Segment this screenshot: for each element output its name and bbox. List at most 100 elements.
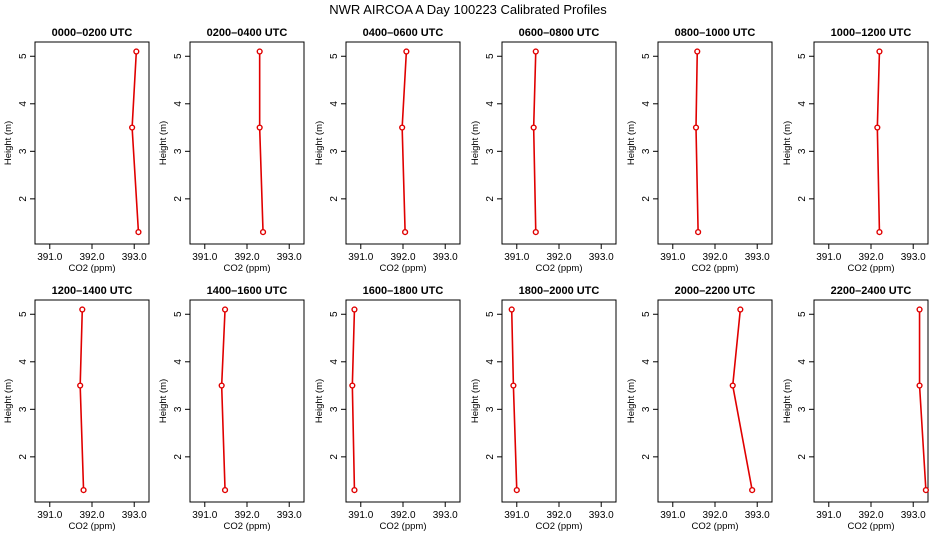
- x-tick-label: 393.0: [589, 252, 614, 263]
- y-tick-label: 2: [797, 196, 808, 202]
- y-tick-label: 5: [18, 53, 29, 59]
- x-tick-label: 392.0: [546, 510, 571, 521]
- y-tick-label: 5: [797, 53, 808, 59]
- y-tick-label: 2: [329, 454, 340, 460]
- data-point: [513, 487, 520, 494]
- x-tick-label: 393.0: [433, 510, 458, 521]
- y-axis-label: Height (m): [626, 379, 637, 423]
- y-axis-label: Height (m): [314, 121, 325, 165]
- y-tick-label: 2: [18, 454, 29, 460]
- y-tick-label: 5: [641, 311, 652, 317]
- y-tick-label: 4: [485, 359, 496, 365]
- x-tick-label: 391.0: [816, 252, 841, 263]
- y-tick-label: 3: [641, 406, 652, 412]
- y-tick-label: 2: [18, 196, 29, 202]
- panel-title: 0800–1000 UTC: [675, 27, 756, 39]
- y-tick-label: 4: [329, 101, 340, 107]
- x-axis-label: CO2 (ppm): [536, 521, 583, 532]
- x-tick-label: 393.0: [589, 510, 614, 521]
- data-point: [916, 306, 923, 313]
- y-tick-label: 3: [797, 406, 808, 412]
- data-point: [749, 487, 756, 494]
- y-tick-label: 5: [173, 311, 184, 317]
- panel-title: 1400–1600 UTC: [207, 285, 288, 297]
- panels-container: 0000–0200 UTC 391.0 392.0 393.0 2 3 4 5 CO2 (ppm…: [3, 27, 929, 532]
- x-tick-label: 393.0: [745, 510, 770, 521]
- data-point: [79, 306, 86, 313]
- y-axis-label: Height (m): [470, 121, 481, 165]
- x-tick-label: 393.0: [277, 252, 302, 263]
- y-tick-label: 4: [797, 359, 808, 365]
- plot-frame: [501, 41, 617, 245]
- x-tick-label: 393.0: [745, 252, 770, 263]
- x-axis-label: CO2 (ppm): [692, 521, 739, 532]
- y-tick-label: 3: [173, 406, 184, 412]
- x-tick-label: 393.0: [901, 510, 926, 521]
- y-tick-label: 4: [329, 359, 340, 365]
- data-point: [530, 124, 537, 131]
- panel-1: 0000–0200 UTC 391.0 392.0 393.0 2 3 4 5 CO2 (ppm…: [3, 27, 150, 274]
- profile-line: [79, 309, 85, 491]
- data-point: [80, 487, 87, 494]
- plot-frame: [189, 41, 305, 245]
- x-tick-label: 391.0: [504, 510, 529, 521]
- data-point: [532, 229, 539, 236]
- y-tick-label: 2: [641, 196, 652, 202]
- y-axis-label: Height (m): [3, 121, 14, 165]
- y-tick-label: 3: [797, 148, 808, 154]
- profile-line: [258, 51, 264, 233]
- y-tick-label: 4: [485, 101, 496, 107]
- data-point: [510, 382, 517, 389]
- data-point: [133, 48, 140, 55]
- panel-title: 1800–2000 UTC: [519, 285, 600, 297]
- y-tick-label: 3: [173, 148, 184, 154]
- x-tick-label: 392.0: [858, 252, 883, 263]
- y-axis-label: Height (m): [3, 379, 14, 423]
- panel-2: 0200–0400 UTC 391.0 392.0 393.0 2 3 4 5 CO2 (ppm…: [158, 27, 305, 274]
- data-point: [874, 124, 881, 131]
- data-point: [916, 382, 923, 389]
- data-point: [351, 306, 358, 313]
- data-point: [256, 124, 263, 131]
- x-tick-label: 393.0: [433, 252, 458, 263]
- y-tick-label: 4: [173, 101, 184, 107]
- panel-10: 1800–2000 UTC 391.0 392.0 393.0 2 3 4 5 CO2 (ppm…: [470, 285, 617, 532]
- profile-line: [401, 51, 408, 233]
- plot-frame: [189, 299, 305, 503]
- panel-title: 1600–1800 UTC: [363, 285, 444, 297]
- y-tick-label: 4: [797, 101, 808, 107]
- y-tick-label: 5: [329, 311, 340, 317]
- y-axis-label: Height (m): [782, 379, 793, 423]
- y-tick-label: 2: [641, 454, 652, 460]
- plot-frame: [813, 41, 929, 245]
- y-tick-label: 5: [485, 53, 496, 59]
- data-point: [692, 124, 700, 131]
- panel-12: 2200–2400 UTC 391.0 392.0 393.0 2 3 4 5 CO2 (ppm…: [782, 285, 929, 532]
- panel-6: 1000–1200 UTC 391.0 392.0 393.0 2 3 4 5 CO2 (ppm…: [782, 27, 929, 274]
- y-tick-label: 2: [173, 196, 184, 202]
- data-point: [399, 124, 406, 131]
- x-axis-label: CO2 (ppm): [224, 263, 271, 274]
- x-tick-label: 391.0: [660, 252, 685, 263]
- plot-frame: [501, 299, 617, 503]
- x-axis-label: CO2 (ppm): [224, 521, 271, 532]
- x-axis-label: CO2 (ppm): [848, 521, 895, 532]
- y-tick-label: 2: [797, 454, 808, 460]
- x-tick-label: 391.0: [660, 510, 685, 521]
- plot-frame: [345, 299, 461, 503]
- profile-line: [220, 309, 226, 491]
- profile-line: [510, 309, 518, 491]
- x-tick-label: 393.0: [277, 510, 302, 521]
- data-point: [532, 48, 539, 55]
- y-axis-label: Height (m): [314, 379, 325, 423]
- data-point: [876, 229, 883, 236]
- data-point: [349, 382, 356, 389]
- x-axis-label: CO2 (ppm): [69, 263, 116, 274]
- profile-line: [918, 309, 927, 491]
- y-tick-label: 5: [485, 311, 496, 317]
- x-axis-label: CO2 (ppm): [380, 263, 427, 274]
- data-point: [135, 229, 142, 236]
- x-axis-label: CO2 (ppm): [380, 521, 427, 532]
- y-tick-label: 4: [18, 359, 29, 365]
